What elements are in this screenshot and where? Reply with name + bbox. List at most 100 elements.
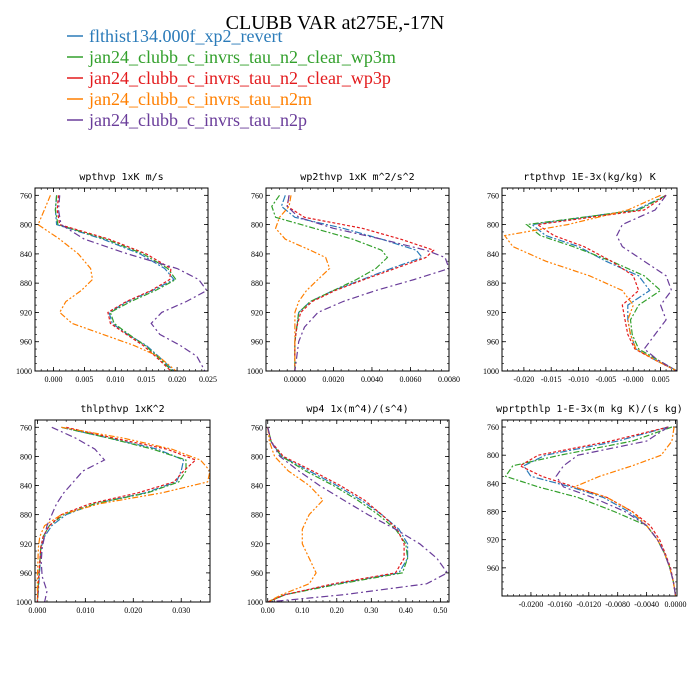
y-tick-label: 920 <box>20 540 32 549</box>
x-tick-label: 0.005 <box>652 375 670 384</box>
series-line <box>535 194 677 371</box>
series-line <box>54 195 177 371</box>
y-tick-label: 920 <box>251 540 263 549</box>
series-line <box>267 427 409 602</box>
series-line <box>40 426 106 602</box>
y-tick-label: 840 <box>20 250 32 259</box>
y-tick-label: 920 <box>251 308 263 317</box>
y-tick-label: 800 <box>251 221 263 230</box>
x-tick-label: 0.020 <box>124 606 142 615</box>
panel-series-group <box>37 195 208 371</box>
y-tick-label: 960 <box>487 338 499 347</box>
y-tick-label: 800 <box>20 221 32 230</box>
series-line <box>525 194 677 371</box>
x-tick-label: 0.015 <box>137 375 155 384</box>
panel-title: wprtpthlp 1-E-3x(m kg K)/(s kg) <box>496 404 683 415</box>
x-tick-label: 0.000 <box>28 606 46 615</box>
y-tick-label: 960 <box>20 569 32 578</box>
legend-label: flthist134.000f_xp2_revert <box>89 26 282 46</box>
legend-label: jan24_clubb_c_invrs_tau_n2_clear_wp3p <box>88 68 391 88</box>
x-tick-label: 0.00 <box>261 606 275 615</box>
x-tick-label: -0.0160 <box>548 600 573 609</box>
y-tick-label: 880 <box>487 508 499 517</box>
panel: wp4 1x(m^4)/(s^4)76080084088092096010000… <box>247 404 450 615</box>
x-tick-label: 0.000 <box>45 375 63 384</box>
x-tick-label: 0.0080 <box>438 375 460 384</box>
series-line <box>267 427 405 602</box>
y-tick-label: 1000 <box>247 598 263 607</box>
x-tick-label: 0.010 <box>76 606 94 615</box>
series-line <box>286 195 449 371</box>
y-tick-label: 960 <box>251 338 263 347</box>
series-line <box>572 426 677 596</box>
x-tick-label: 0.10 <box>295 606 309 615</box>
y-tick-label: 840 <box>20 482 32 491</box>
series-line <box>267 427 324 602</box>
y-tick-label: 880 <box>251 279 263 288</box>
legend-label: jan24_clubb_c_invrs_tau_n2_clear_wp3m <box>88 47 396 67</box>
y-tick-label: 880 <box>20 279 32 288</box>
y-tick-label: 840 <box>251 482 263 491</box>
panel-title: rtpthvp 1E-3x(kg/kg) K <box>523 172 655 183</box>
plot-frame <box>501 419 678 597</box>
panel-series-group <box>271 194 449 371</box>
panel-title: wpthvp 1xK m/s <box>79 172 163 183</box>
panel-series-group <box>36 426 210 602</box>
panel-series-group <box>504 426 677 596</box>
y-tick-label: 880 <box>20 511 32 520</box>
panel-title: thlpthvp 1xK^2 <box>80 404 164 415</box>
panel: wpthvp 1xK m/s 760 800 840 880 920 960 1000 0.00… <box>16 172 217 384</box>
y-tick-label: 760 <box>487 191 499 200</box>
series-line <box>57 195 208 371</box>
panel-title: wp4 1x(m^4)/(s^4) <box>306 404 408 415</box>
series-line <box>616 194 677 371</box>
y-tick-label: 920 <box>20 308 32 317</box>
y-tick-label: 800 <box>487 451 499 460</box>
figure-title: CLUBB VAR at275E,-17N <box>226 12 445 34</box>
panel: wprtpthlp 1-E-3x(m kg K)/(s kg) 760 800 840… <box>487 404 687 609</box>
x-tick-label: -0.020 <box>514 375 535 384</box>
y-tick-label: 1000 <box>16 367 32 376</box>
plot-frame <box>34 419 211 603</box>
y-tick-label: 760 <box>20 423 32 432</box>
series-line <box>503 194 677 371</box>
x-tick-label: 0.20 <box>330 606 344 615</box>
plot-frame <box>265 187 450 372</box>
y-tick-label: 920 <box>487 308 499 317</box>
panel-series-group <box>267 427 449 602</box>
plot-frame <box>501 187 678 372</box>
x-tick-label: -0.010 <box>568 375 589 384</box>
y-tick-label: 960 <box>487 564 499 573</box>
y-tick-label: 840 <box>251 250 263 259</box>
x-tick-label: 0.010 <box>106 375 124 384</box>
x-tick-label: 0.0060 <box>399 375 421 384</box>
y-tick-label: 800 <box>251 452 263 461</box>
panel-title: wp2thvp 1xK m^2/s^2 <box>300 172 414 183</box>
panel: rtpthvp 1E-3x(kg/kg) K 760 800 840 880 920 960… <box>483 172 678 384</box>
y-tick-label: 1000 <box>16 598 32 607</box>
x-tick-label: -0.0040 <box>634 600 659 609</box>
x-tick-label: 0.0000 <box>284 375 306 384</box>
legend: flthist134.000f_xp2_revertjan24_clubb_c_… <box>67 26 396 130</box>
series-line <box>267 427 409 602</box>
panel: wp2thvp 1xK m^2/s^2 760 800 840 880 920 960 100… <box>247 172 460 384</box>
y-tick-label: 1000 <box>247 367 263 376</box>
y-tick-label: 880 <box>251 511 263 520</box>
panels: wpthvp 1xK m/s76080084088092096010000.00… <box>16 172 687 615</box>
y-tick-label: 1000 <box>483 367 499 376</box>
y-tick-label: 960 <box>251 569 263 578</box>
series-line <box>37 195 177 371</box>
x-tick-label: 0.50 <box>433 606 447 615</box>
x-tick-label: 0.0040 <box>361 375 383 384</box>
panel: thlpthvp 1xK^2 760 800 840 880 920 960 10000.00… <box>16 404 211 615</box>
x-tick-label: -0.0200 <box>519 600 544 609</box>
y-tick-label: 760 <box>251 191 263 200</box>
x-tick-label: 0.40 <box>399 606 413 615</box>
y-tick-label: 840 <box>487 479 499 488</box>
x-tick-label: -0.0120 <box>576 600 601 609</box>
y-tick-label: 880 <box>487 279 499 288</box>
y-tick-label: 760 <box>20 191 32 200</box>
y-tick-label: 760 <box>487 423 499 432</box>
x-tick-label: -0.0080 <box>605 600 630 609</box>
